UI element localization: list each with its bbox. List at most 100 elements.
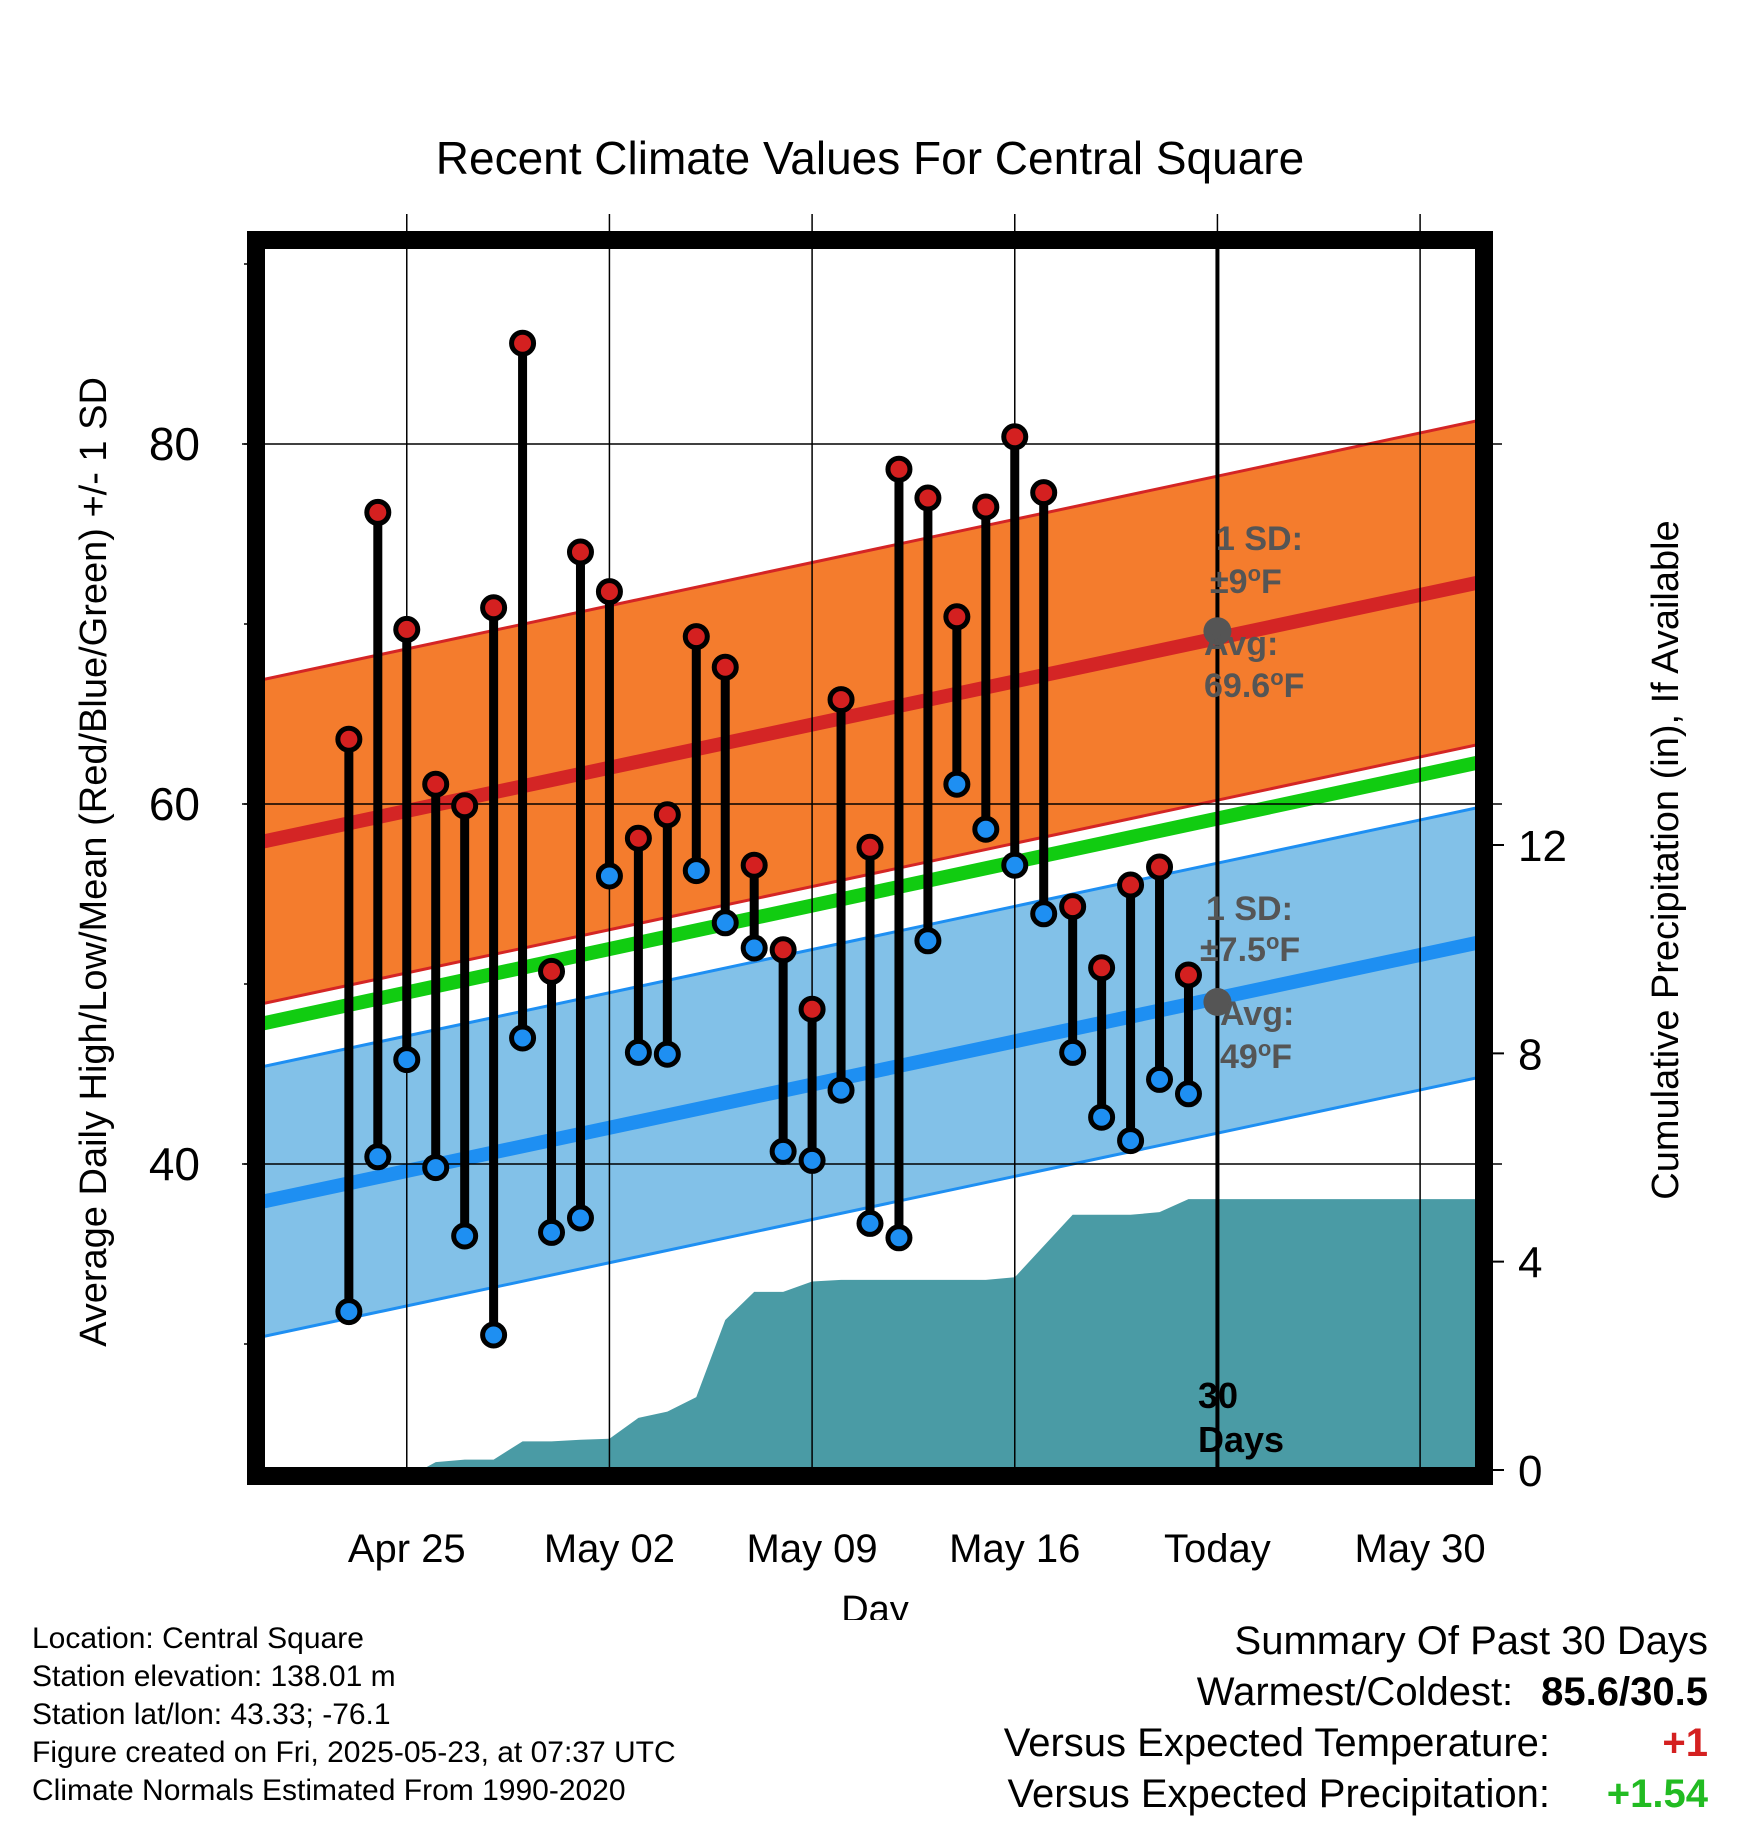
y2-tick-label: 8 xyxy=(1518,1030,1542,1079)
daily-high-point xyxy=(480,594,508,622)
daily-low-point xyxy=(827,1076,855,1104)
station-info: Location: Central Square Station elevati… xyxy=(32,1620,676,1810)
high-avg-label: Avg: xyxy=(1204,625,1278,663)
high-sd-value: ±9oF xyxy=(1210,561,1282,602)
daily-high-point xyxy=(653,801,681,829)
y-tick-label: 60 xyxy=(149,778,200,830)
daily-low-point xyxy=(624,1038,652,1066)
daily-high-point xyxy=(566,538,594,566)
daily-low-point xyxy=(364,1143,392,1171)
elevation-text: Station elevation: 138.01 m xyxy=(32,1660,396,1693)
summary-title: Summary Of Past 30 Days xyxy=(1234,1619,1708,1663)
daily-high-point xyxy=(393,615,421,643)
unit-text: F xyxy=(1271,1038,1292,1076)
y2-tick-label: 0 xyxy=(1518,1447,1542,1496)
daily-low-point xyxy=(914,927,942,955)
warm-cold-label: Warmest/Coldest: xyxy=(1196,1670,1514,1714)
daily-low-point xyxy=(711,909,739,937)
daily-low-point xyxy=(1174,1080,1202,1108)
daily-low-point xyxy=(393,1046,421,1074)
daily-high-point xyxy=(451,792,479,820)
chart-title: Recent Climate Values For Central Square xyxy=(436,132,1304,184)
low-sd-label: 1 SD: xyxy=(1206,890,1293,928)
normals-text: Climate Normals Estimated From 1990-2020 xyxy=(32,1774,626,1807)
x-tick-label: May 16 xyxy=(949,1527,1080,1571)
daily-low-point xyxy=(1001,851,1029,879)
daily-high-point xyxy=(740,851,768,879)
daily-low-point xyxy=(595,862,623,890)
unit-text: F xyxy=(1261,563,1282,601)
daily-low-point xyxy=(1117,1127,1145,1155)
daily-high-point xyxy=(827,686,855,714)
days-count-word: Days xyxy=(1198,1419,1284,1460)
daily-low-point xyxy=(451,1222,479,1250)
summary-panel: Summary Of Past 30 Days Warmest/Coldest:… xyxy=(1004,1616,1708,1820)
daily-high-point xyxy=(422,770,450,798)
temp-label: Versus Expected Temperature: xyxy=(1003,1721,1550,1765)
created-text: Figure created on Fri, 2025-05-23, at 07… xyxy=(32,1736,676,1769)
climate-chart: Recent Climate Values For Central Square… xyxy=(73,132,1687,1620)
low-avg-value: 49oF xyxy=(1220,1036,1292,1077)
high-sd-label: 1 SD: xyxy=(1216,520,1303,558)
daily-high-point xyxy=(885,455,913,483)
precip-label: Versus Expected Precipitation: xyxy=(1007,1772,1550,1816)
high-avg-value: 69.6oF xyxy=(1204,665,1304,706)
y2-tick-label: 12 xyxy=(1518,822,1567,871)
daily-low-point xyxy=(335,1298,363,1326)
x-tick-label: May 09 xyxy=(747,1527,878,1571)
degree-superscript: o xyxy=(1258,1036,1271,1061)
x-axis-label: Day xyxy=(841,1589,909,1620)
daily-high-point xyxy=(972,493,1000,521)
summary-warm-cold: Warmest/Coldest: 85.6/30.5 xyxy=(1004,1667,1708,1718)
x-tick-label: May 02 xyxy=(544,1527,675,1571)
x-tick-label: Today xyxy=(1164,1527,1271,1571)
daily-low-point xyxy=(1088,1103,1116,1131)
daily-high-point xyxy=(711,653,739,681)
daily-low-point xyxy=(653,1040,681,1068)
daily-low-point xyxy=(769,1137,797,1165)
days-count-number: 30 xyxy=(1198,1375,1238,1416)
daily-low-point xyxy=(972,815,1000,843)
warm-cold-value: 85.6/30.5 xyxy=(1541,1670,1708,1714)
daily-high-point xyxy=(798,995,826,1023)
daily-high-point xyxy=(682,623,710,651)
plot-frame xyxy=(247,231,1493,1485)
daily-low-point xyxy=(682,857,710,885)
degree-superscript: o xyxy=(1248,561,1261,586)
daily-high-point xyxy=(1088,954,1116,982)
daily-low-point xyxy=(856,1209,884,1237)
avg-low-marker xyxy=(1203,988,1232,1016)
daily-high-point xyxy=(509,329,537,357)
y2-axis-label: Cumulative Precipitation (in), If Availa… xyxy=(1645,520,1687,1199)
y2-tick-label: 4 xyxy=(1518,1239,1542,1288)
location-text: Location: Central Square xyxy=(32,1622,364,1655)
unit-text: F xyxy=(1279,931,1300,969)
unit-text: F xyxy=(1284,667,1305,705)
daily-high-point xyxy=(914,484,942,512)
daily-high-point xyxy=(1174,961,1202,989)
low-sd-value: ±7.5oF xyxy=(1200,929,1300,970)
daily-high-point xyxy=(1059,893,1087,921)
daily-high-point xyxy=(335,725,363,753)
daily-low-point xyxy=(1146,1065,1174,1093)
daily-low-point xyxy=(480,1321,508,1349)
x-tick-label: Apr 25 xyxy=(348,1527,466,1571)
normal-high-band-upper-edge xyxy=(262,419,1478,682)
summary-precip: Versus Expected Precipitation: +1.54 xyxy=(1004,1769,1708,1820)
daily-low-point xyxy=(798,1146,826,1174)
daily-low-point xyxy=(538,1218,566,1246)
daily-low-point xyxy=(566,1204,594,1232)
latlon-text: Station lat/lon: 43.33; -76.1 xyxy=(32,1698,391,1731)
avg-high-marker xyxy=(1203,617,1232,646)
daily-low-point xyxy=(885,1224,913,1252)
x-tick-label: May 30 xyxy=(1355,1527,1486,1571)
daily-low-point xyxy=(1059,1038,1087,1066)
daily-high-point xyxy=(624,824,652,852)
daily-high-point xyxy=(1146,853,1174,881)
precip-value: +1.54 xyxy=(1606,1772,1708,1816)
daily-high-point xyxy=(1001,423,1029,451)
daily-high-point xyxy=(769,936,797,964)
degree-superscript: o xyxy=(1266,929,1279,954)
temp-value: +1 xyxy=(1662,1721,1708,1765)
daily-high-point xyxy=(1117,871,1145,899)
